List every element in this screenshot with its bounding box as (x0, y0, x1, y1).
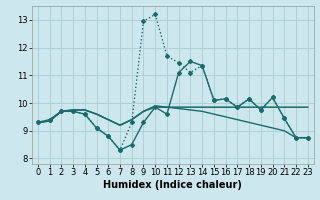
X-axis label: Humidex (Indice chaleur): Humidex (Indice chaleur) (103, 180, 242, 190)
